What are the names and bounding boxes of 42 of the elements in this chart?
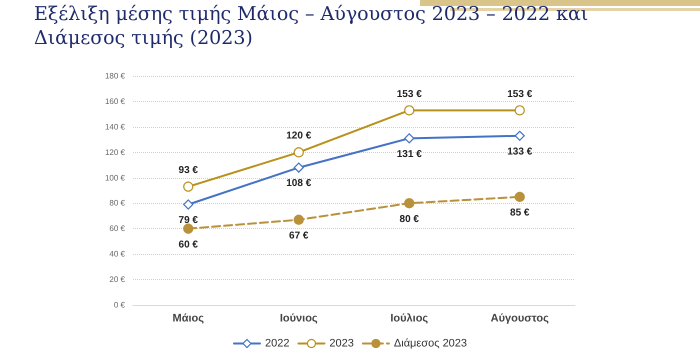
chart-title: Εξέλιξη μέσης τιμής Μάιος – Αύγουστος 2023 – 2022 και Διάμεσος τιμής (2023): [34, 2, 590, 50]
y-tick-label: 120 €: [104, 148, 126, 157]
y-tick-label: 40 €: [109, 250, 126, 259]
point: [514, 192, 525, 202]
data-label: 108 €: [286, 178, 312, 190]
point: [294, 162, 304, 173]
x-tick-label: Μάιος: [172, 312, 204, 324]
legend-label: 2023: [329, 338, 354, 350]
point: [294, 214, 304, 225]
x-tick-label: Ιούνιος: [280, 312, 318, 324]
data-label: 93 €: [178, 165, 198, 176]
data-label: 133 €: [507, 146, 533, 158]
point: [404, 105, 414, 116]
data-label: 85 €: [510, 207, 530, 218]
y-tick-label: 180 €: [104, 72, 126, 80]
legend-label: Διάμεσος 2023: [394, 338, 468, 350]
data-label: 153 €: [396, 88, 422, 100]
data-label: 120 €: [286, 130, 312, 142]
point: [404, 198, 414, 208]
legend-label: 2022: [264, 338, 290, 350]
point: [183, 199, 194, 210]
data-label: 67 €: [289, 230, 309, 242]
y-tick-label: 60 €: [109, 224, 126, 234]
y-tick-label: 100 €: [104, 173, 126, 182]
point: [183, 224, 194, 234]
y-tick-label: 160 €: [104, 96, 126, 106]
y-tick-label: 20 €: [109, 275, 126, 284]
data-label: 153 €: [507, 88, 533, 100]
point: [514, 105, 525, 116]
y-tick-label: 140 €: [104, 122, 126, 132]
data-label: 80 €: [400, 214, 420, 225]
point: [404, 133, 414, 144]
y-tick-label: 0 €: [114, 300, 126, 310]
data-label: 60 €: [178, 239, 198, 250]
x-tick-label: Αύγουστος: [490, 312, 550, 324]
data-label: 79 €: [178, 215, 198, 226]
point: [183, 182, 194, 192]
y-tick-label: 80 €: [109, 198, 126, 208]
point: [294, 147, 304, 158]
data-label: 131 €: [396, 148, 422, 160]
point: [514, 130, 525, 141]
x-tick-label: Ιούλιος: [390, 312, 428, 324]
